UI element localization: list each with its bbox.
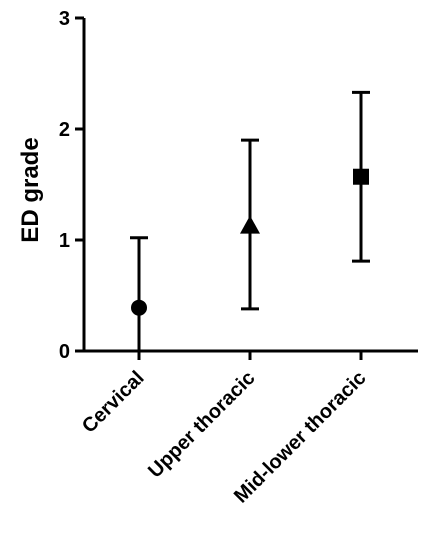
- data-point-circle: [131, 299, 147, 316]
- y-tick-label: 2: [59, 119, 70, 141]
- y-axis-title: ED grade: [17, 137, 44, 242]
- x-tick-label: Cervical: [78, 367, 149, 438]
- y-tick-label: 1: [59, 230, 70, 252]
- y-tick-label: 3: [59, 8, 70, 30]
- x-tick-label: Upper thoracic: [144, 367, 259, 482]
- y-ticks: 0 1 2 3: [59, 8, 363, 363]
- data-series: [130, 90, 370, 351]
- data-point-triangle: [240, 215, 260, 234]
- y-tick-label: 0: [59, 341, 70, 363]
- data-point-square: [353, 168, 369, 185]
